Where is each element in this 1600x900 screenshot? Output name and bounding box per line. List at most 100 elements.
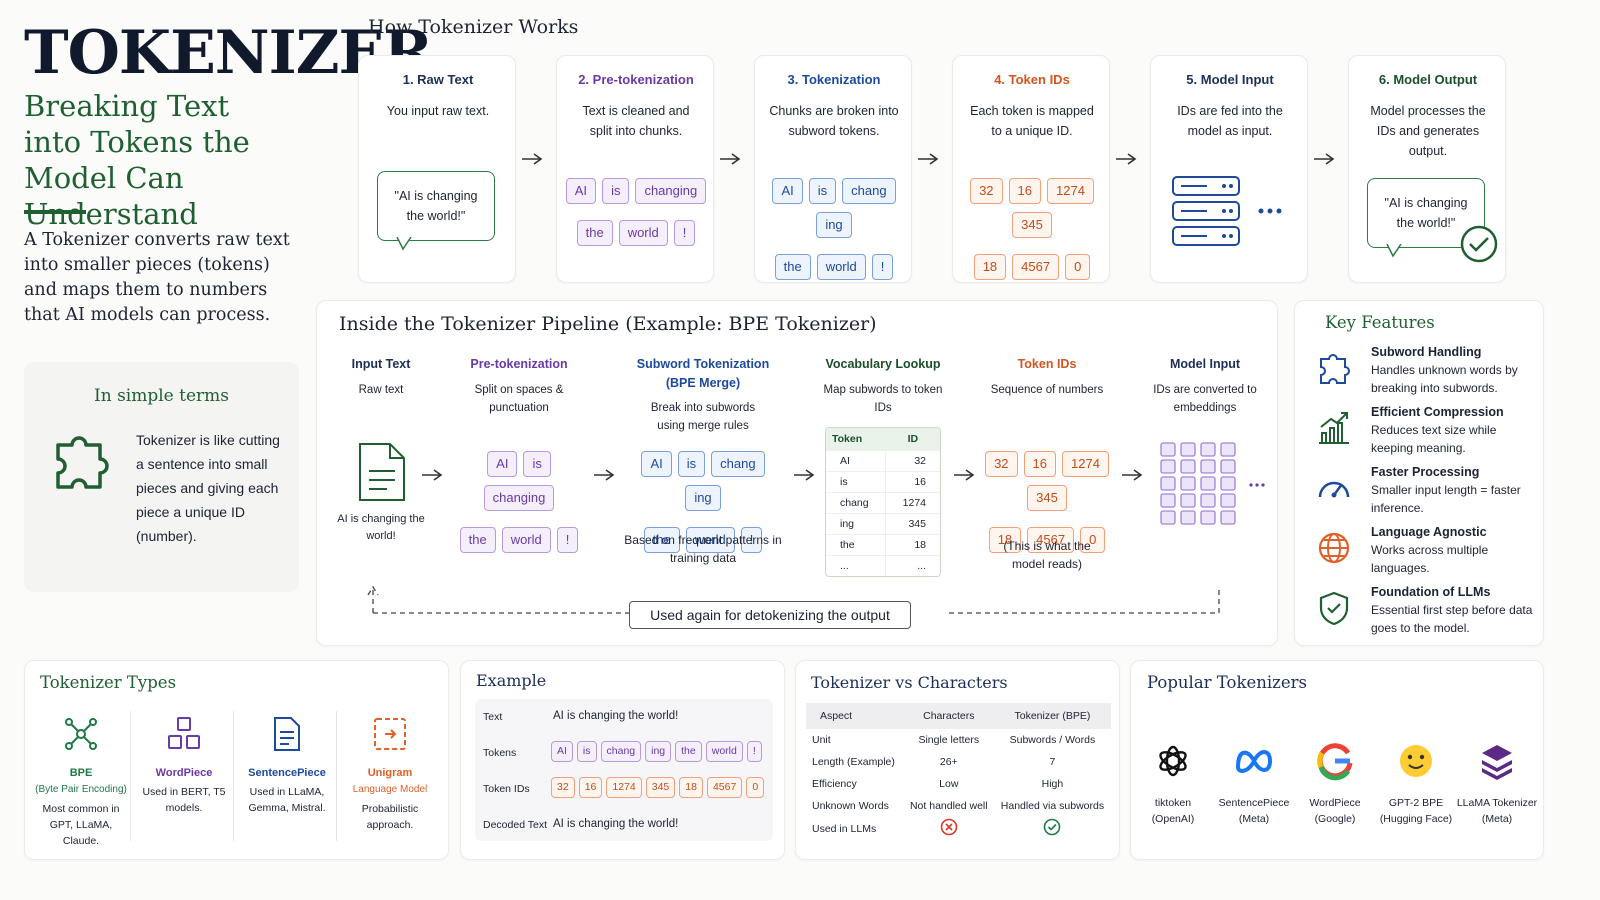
icon-part <box>168 717 200 749</box>
feature-text: Smaller input length = faster inference. <box>1371 483 1521 515</box>
step-title: 6. Model Output <box>1378 72 1478 87</box>
arrow <box>1121 468 1143 482</box>
example-value: AI is changing the world! <box>553 710 679 722</box>
icon-part <box>1159 745 1187 777</box>
loop-label: Used again for detokenizing the output <box>629 601 911 629</box>
chip: ! <box>746 741 762 762</box>
bubble-tail <box>1385 243 1405 260</box>
icon-part <box>805 469 815 481</box>
feature-icon <box>1315 469 1353 507</box>
type-note: Language Model <box>352 784 428 795</box>
icon-part <box>731 153 741 165</box>
icon-part <box>1407 754 1413 760</box>
icon-part <box>1482 768 1512 780</box>
chip: ! <box>871 254 894 280</box>
simple-terms-title: In simple terms <box>94 386 229 406</box>
chip: the <box>675 741 702 762</box>
comparison-cell: Unit <box>812 734 831 746</box>
icon-part <box>1229 234 1233 238</box>
icon-part <box>56 436 109 489</box>
icon-part <box>76 729 86 739</box>
step-card: 2. Pre-tokenization Text is cleaned and s… <box>556 55 714 283</box>
feature-text: Works across multiple languages. <box>1371 543 1489 575</box>
chip: 345 <box>1012 212 1052 238</box>
comparison-row: Length (Example) 26+ 7 <box>806 751 1111 773</box>
comparison-row: Unit Single letters Subwords / Words <box>806 729 1111 751</box>
type-text: Most common in GPT, LLaMA, Claude. <box>42 803 120 847</box>
chip: 32 <box>970 178 1003 204</box>
step-card: 3. Tokenization Chunks are broken into su… <box>754 55 912 283</box>
icon-part <box>1180 476 1196 491</box>
icon-part <box>1235 750 1273 773</box>
example-value: AI is changing the world! <box>553 818 679 830</box>
comparison-row: Used in LLMs <box>806 817 1111 840</box>
step-text: Model processes the IDs and generates ou… <box>1370 104 1486 158</box>
stage-text: IDs are converted to embeddings <box>1153 384 1257 414</box>
stage-title: Subword Tokenization (BPE Merge) <box>636 357 770 390</box>
arrow <box>1313 152 1335 166</box>
comparison-table: Aspect Characters Tokenizer (BPE) Unit Singl… <box>806 703 1111 840</box>
divider <box>233 711 234 841</box>
step-text: You input raw text. <box>386 104 490 118</box>
stage-title: Token IDs <box>1017 357 1077 371</box>
icon-part <box>1200 510 1216 525</box>
icon-part <box>1180 493 1196 508</box>
step-title: 2. Pre-tokenization <box>578 72 694 87</box>
vocab-cell: 16 <box>885 471 940 493</box>
icon-part <box>1319 412 1349 444</box>
icon-part <box>1317 743 1353 781</box>
chip: ! <box>673 220 696 246</box>
arrow <box>917 152 939 166</box>
chip: world <box>685 527 735 553</box>
type-icon <box>166 716 202 752</box>
icon-part <box>1319 591 1349 626</box>
icon-part <box>1482 745 1512 761</box>
icon-part <box>1386 243 1402 258</box>
tokenizer-logo <box>1315 741 1355 781</box>
vocab-row: the 18 <box>826 534 940 556</box>
tokenizer-name: tiktoken <box>1154 797 1192 809</box>
arrow <box>421 468 443 482</box>
model-input-icon <box>1169 171 1289 253</box>
icon-part <box>1222 184 1226 188</box>
chip: 345 <box>1027 485 1067 511</box>
icon-part <box>1160 442 1176 457</box>
chip: world <box>501 527 551 553</box>
chip: chang <box>600 741 642 762</box>
icon-part <box>433 469 443 481</box>
tokenizer-logo <box>1477 741 1517 781</box>
tokenizer-org: (Meta) <box>1238 813 1270 825</box>
example-label: Decoded Text <box>483 819 548 831</box>
tokenizer-logo <box>1153 741 1193 781</box>
vocab-cell: chang <box>826 492 886 514</box>
divider <box>130 711 131 841</box>
document-icon <box>357 441 407 503</box>
icon-part <box>918 153 939 165</box>
chip: 4567 <box>706 777 743 798</box>
vocab-cell: 1274 <box>885 492 940 514</box>
feature-text: Reduces text size while keeping meaning. <box>1371 423 1497 455</box>
embedding-grid <box>1159 441 1269 533</box>
chip: is <box>576 741 597 762</box>
icon-part <box>1469 237 1489 252</box>
example-label: Text <box>483 711 503 723</box>
icon-part <box>794 469 815 481</box>
comparison-header-row: Aspect Characters Tokenizer (BPE) <box>806 703 1111 729</box>
icon-part <box>1460 225 1498 263</box>
accent-bar <box>24 210 86 214</box>
vocab-cell: the <box>826 534 886 556</box>
icon-part <box>1222 209 1226 213</box>
feature-title: Foundation of LLMs <box>1371 585 1491 599</box>
step-text: Chunks are broken into subword tokens. <box>769 104 899 138</box>
feature-icon <box>1315 409 1353 447</box>
icon-part <box>396 236 412 251</box>
icon-part <box>945 823 953 831</box>
icon-part <box>396 236 412 251</box>
vocab-header-row: Token ID <box>826 428 940 451</box>
comparison-header: Aspect <box>820 710 853 722</box>
icon-part <box>186 735 200 749</box>
icon-part <box>1321 432 1327 444</box>
comparison-cell <box>904 817 994 840</box>
